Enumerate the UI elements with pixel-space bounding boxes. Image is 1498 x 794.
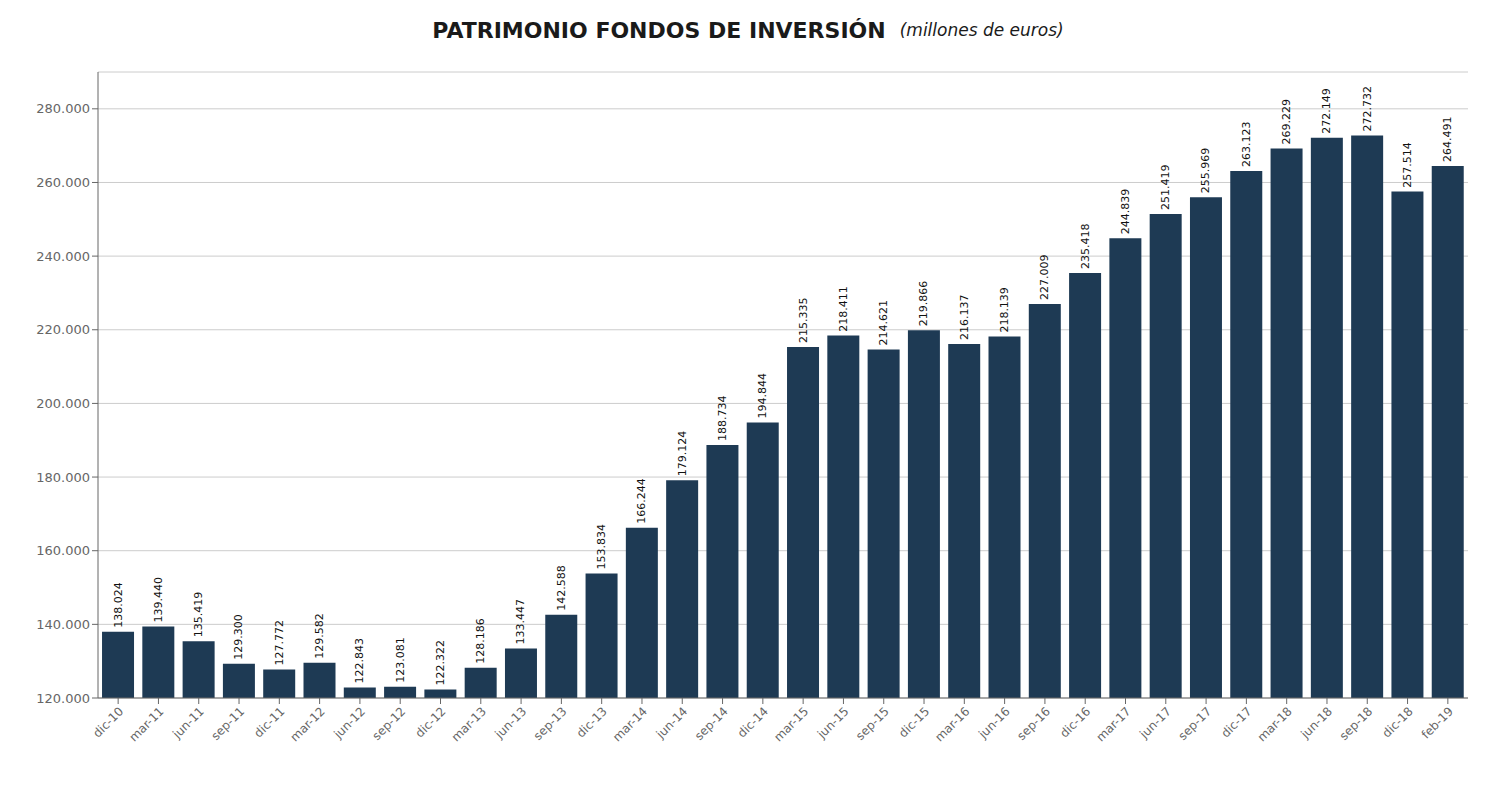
svg-text:264.491: 264.491 — [1441, 116, 1454, 161]
svg-text:129.582: 129.582 — [313, 613, 326, 659]
svg-text:jun-16: jun-16 — [975, 704, 1013, 742]
svg-text:135.419: 135.419 — [192, 592, 205, 638]
svg-text:179.124: 179.124 — [676, 431, 689, 477]
svg-text:160.000: 160.000 — [36, 543, 90, 558]
svg-text:142.588: 142.588 — [555, 565, 568, 611]
svg-text:jun-11: jun-11 — [169, 704, 207, 742]
svg-text:feb-19: feb-19 — [1419, 704, 1456, 741]
svg-text:sep-16: sep-16 — [1014, 704, 1053, 743]
svg-text:263.123: 263.123 — [1240, 121, 1253, 167]
svg-text:235.418: 235.418 — [1079, 223, 1092, 268]
svg-text:dic-14: dic-14 — [735, 704, 771, 740]
html-text:PATRIMONIO FONDOS DE INVERSIÓN: PATRIMONIO FONDOS DE INVERSIÓN — [432, 17, 886, 43]
svg-text:sep-18: sep-18 — [1337, 704, 1376, 743]
svg-text:jun-14: jun-14 — [653, 704, 691, 742]
svg-text:sep-12: sep-12 — [370, 704, 409, 743]
svg-text:dic-17: dic-17 — [1218, 704, 1254, 740]
svg-text:128.186: 128.186 — [474, 618, 487, 664]
svg-text:139.440: 139.440 — [152, 577, 165, 623]
svg-text:dic-16: dic-16 — [1057, 704, 1093, 740]
svg-text:mar-11: mar-11 — [126, 704, 166, 744]
svg-text:sep-17: sep-17 — [1175, 704, 1214, 743]
html-text:(millones de euros): (millones de euros) — [899, 20, 1064, 40]
svg-text:jun-12: jun-12 — [330, 704, 368, 742]
svg-text:122.322: 122.322 — [434, 640, 447, 686]
svg-text:dic-15: dic-15 — [896, 704, 932, 740]
svg-text:218.411: 218.411 — [837, 286, 850, 332]
svg-text:mar-17: mar-17 — [1093, 704, 1133, 744]
svg-text:129.300: 129.300 — [232, 614, 245, 660]
svg-text:sep-14: sep-14 — [692, 704, 731, 743]
svg-text:180.000: 180.000 — [36, 470, 90, 485]
svg-text:140.000: 140.000 — [36, 617, 90, 632]
svg-text:jun-13: jun-13 — [492, 704, 530, 742]
svg-text:257.514: 257.514 — [1401, 142, 1414, 188]
svg-text:mar-15: mar-15 — [771, 704, 811, 744]
svg-text:216.137: 216.137 — [958, 294, 971, 340]
svg-text:mar-14: mar-14 — [610, 704, 650, 744]
svg-text:220.000: 220.000 — [36, 322, 90, 337]
svg-text:dic-11: dic-11 — [251, 704, 287, 740]
svg-text:200.000: 200.000 — [36, 396, 90, 411]
svg-text:166.244: 166.244 — [635, 478, 648, 524]
svg-text:122.843: 122.843 — [353, 638, 366, 684]
svg-text:153.834: 153.834 — [595, 524, 608, 570]
svg-text:251.419: 251.419 — [1159, 165, 1172, 211]
svg-text:jun-18: jun-18 — [1298, 704, 1336, 742]
svg-text:260.000: 260.000 — [36, 175, 90, 190]
svg-text:227.009: 227.009 — [1038, 254, 1051, 299]
svg-text:sep-13: sep-13 — [531, 704, 570, 743]
svg-text:219.866: 219.866 — [917, 281, 930, 327]
svg-text:mar-16: mar-16 — [932, 704, 972, 744]
svg-text:272.149: 272.149 — [1320, 88, 1333, 133]
svg-text:255.969: 255.969 — [1199, 148, 1212, 194]
svg-text:123.081: 123.081 — [394, 637, 407, 683]
svg-text:dic-18: dic-18 — [1380, 704, 1416, 740]
svg-text:133.447: 133.447 — [514, 599, 527, 645]
svg-text:194.844: 194.844 — [756, 373, 769, 419]
svg-text:127.772: 127.772 — [273, 620, 286, 666]
svg-text:jun-15: jun-15 — [814, 704, 852, 742]
svg-text:215.335: 215.335 — [797, 297, 810, 343]
svg-text:214.621: 214.621 — [877, 300, 890, 346]
svg-text:188.734: 188.734 — [716, 395, 729, 441]
svg-text:269.229: 269.229 — [1280, 99, 1293, 144]
svg-text:120.000: 120.000 — [36, 691, 90, 706]
svg-text:dic-10: dic-10 — [90, 704, 126, 740]
svg-text:dic-12: dic-12 — [412, 704, 448, 740]
svg-text:sep-11: sep-11 — [208, 704, 247, 743]
svg-text:mar-13: mar-13 — [449, 704, 489, 744]
svg-text:138.024: 138.024 — [112, 582, 125, 628]
svg-text:mar-12: mar-12 — [288, 704, 328, 744]
svg-text:mar-18: mar-18 — [1255, 704, 1295, 744]
svg-text:280.000: 280.000 — [36, 101, 90, 116]
svg-text:sep-15: sep-15 — [853, 704, 892, 743]
svg-text:jun-17: jun-17 — [1136, 704, 1174, 742]
svg-text:272.732: 272.732 — [1361, 86, 1374, 132]
svg-text:dic-13: dic-13 — [574, 704, 610, 740]
svg-text:244.839: 244.839 — [1119, 189, 1132, 235]
svg-text:240.000: 240.000 — [36, 249, 90, 264]
svg-text:218.139: 218.139 — [998, 287, 1011, 333]
